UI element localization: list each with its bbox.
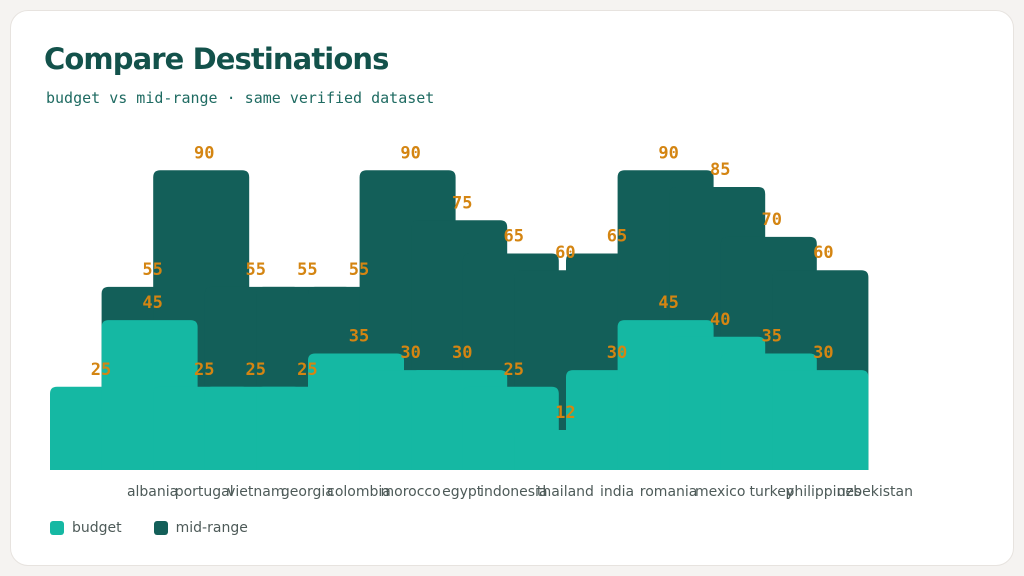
mid-range-value-label-mexico: 85 — [710, 160, 730, 180]
mid-range-value-label-portugal: 90 — [194, 143, 214, 163]
mid-range-value-label-morocco: 90 — [400, 143, 420, 163]
chart-legend: budget mid-range — [50, 520, 280, 536]
mid-range-value-label-albania: 55 — [142, 260, 162, 280]
x-tick-label-vietnam: vietnam — [227, 484, 284, 500]
budget-value-label-colombia: 35 — [349, 326, 369, 346]
legend-item-budget[interactable]: budget — [50, 520, 122, 536]
budget-value-label-portugal: 25 — [194, 360, 214, 380]
legend-label-mid-range: mid-range — [175, 520, 248, 536]
budget-value-label-philippines: 30 — [813, 343, 833, 363]
mid-range-value-label-philippines: 60 — [813, 243, 833, 263]
x-tick-label-portugal: portugal — [175, 484, 234, 500]
mid-range-value-label-vietnam: 55 — [246, 260, 266, 280]
x-tick-label-philippines: philippines — [785, 484, 861, 500]
budget-value-label-georgia: 25 — [297, 360, 317, 380]
budget-value-label-vietnam: 25 — [246, 360, 266, 380]
budget-value-label-indonesia: 25 — [504, 360, 524, 380]
page-subtitle: budget vs mid-range · same verified data… — [46, 89, 435, 107]
mid-range-value-label-romania: 90 — [658, 143, 678, 163]
budget-value-label-mexico: 40 — [710, 310, 730, 330]
x-tick-label-uzbekistan: uzbekistan — [837, 484, 913, 500]
mid-range-value-label-india: 65 — [607, 227, 627, 247]
budget-bar-philippines — [772, 370, 869, 470]
legend-item-mid-range[interactable]: mid-range — [153, 520, 248, 536]
mid-range-value-label-turkey: 70 — [762, 210, 782, 230]
budget-value-label-morocco: 30 — [400, 343, 420, 363]
x-tick-label-indonesia: indonesia — [480, 484, 547, 500]
legend-swatch-budget — [50, 521, 64, 535]
x-tick-label-turkey: turkey — [749, 484, 794, 500]
budget-value-label-thailand: 12 — [555, 403, 575, 423]
budget-value-label-albania: 45 — [142, 293, 162, 313]
mid-range-value-label-colombia: 55 — [349, 260, 369, 280]
x-tick-label-india: india — [600, 484, 634, 500]
x-tick-label-thailand: thailand — [537, 484, 594, 500]
mid-range-value-label-georgia: 55 — [297, 260, 317, 280]
budget-value-label-unlabeled: 25 — [91, 360, 111, 380]
x-tick-label-georgia: georgia — [281, 484, 334, 500]
mid-range-value-label-indonesia: 65 — [504, 227, 524, 247]
x-tick-label-egypt: egypt — [442, 484, 483, 500]
x-tick-label-colombia: colombia — [327, 484, 391, 500]
legend-label-budget: budget — [72, 520, 122, 536]
page-title: Compare Destinations — [44, 42, 389, 76]
x-tick-label-romania: romania — [640, 484, 698, 500]
budget-value-label-egypt: 30 — [452, 343, 472, 363]
budget-value-label-turkey: 35 — [762, 326, 782, 346]
x-tick-label-morocco: morocco — [381, 484, 441, 500]
budget-value-label-romania: 45 — [658, 293, 678, 313]
budget-value-label-india: 30 — [607, 343, 627, 363]
mid-range-value-label-thailand: 60 — [555, 243, 575, 263]
mid-range-value-label-egypt: 75 — [452, 193, 472, 213]
legend-swatch-mid-range — [153, 521, 168, 535]
x-tick-label-albania: albania — [127, 484, 178, 500]
x-tick-label-mexico: mexico — [695, 484, 745, 500]
